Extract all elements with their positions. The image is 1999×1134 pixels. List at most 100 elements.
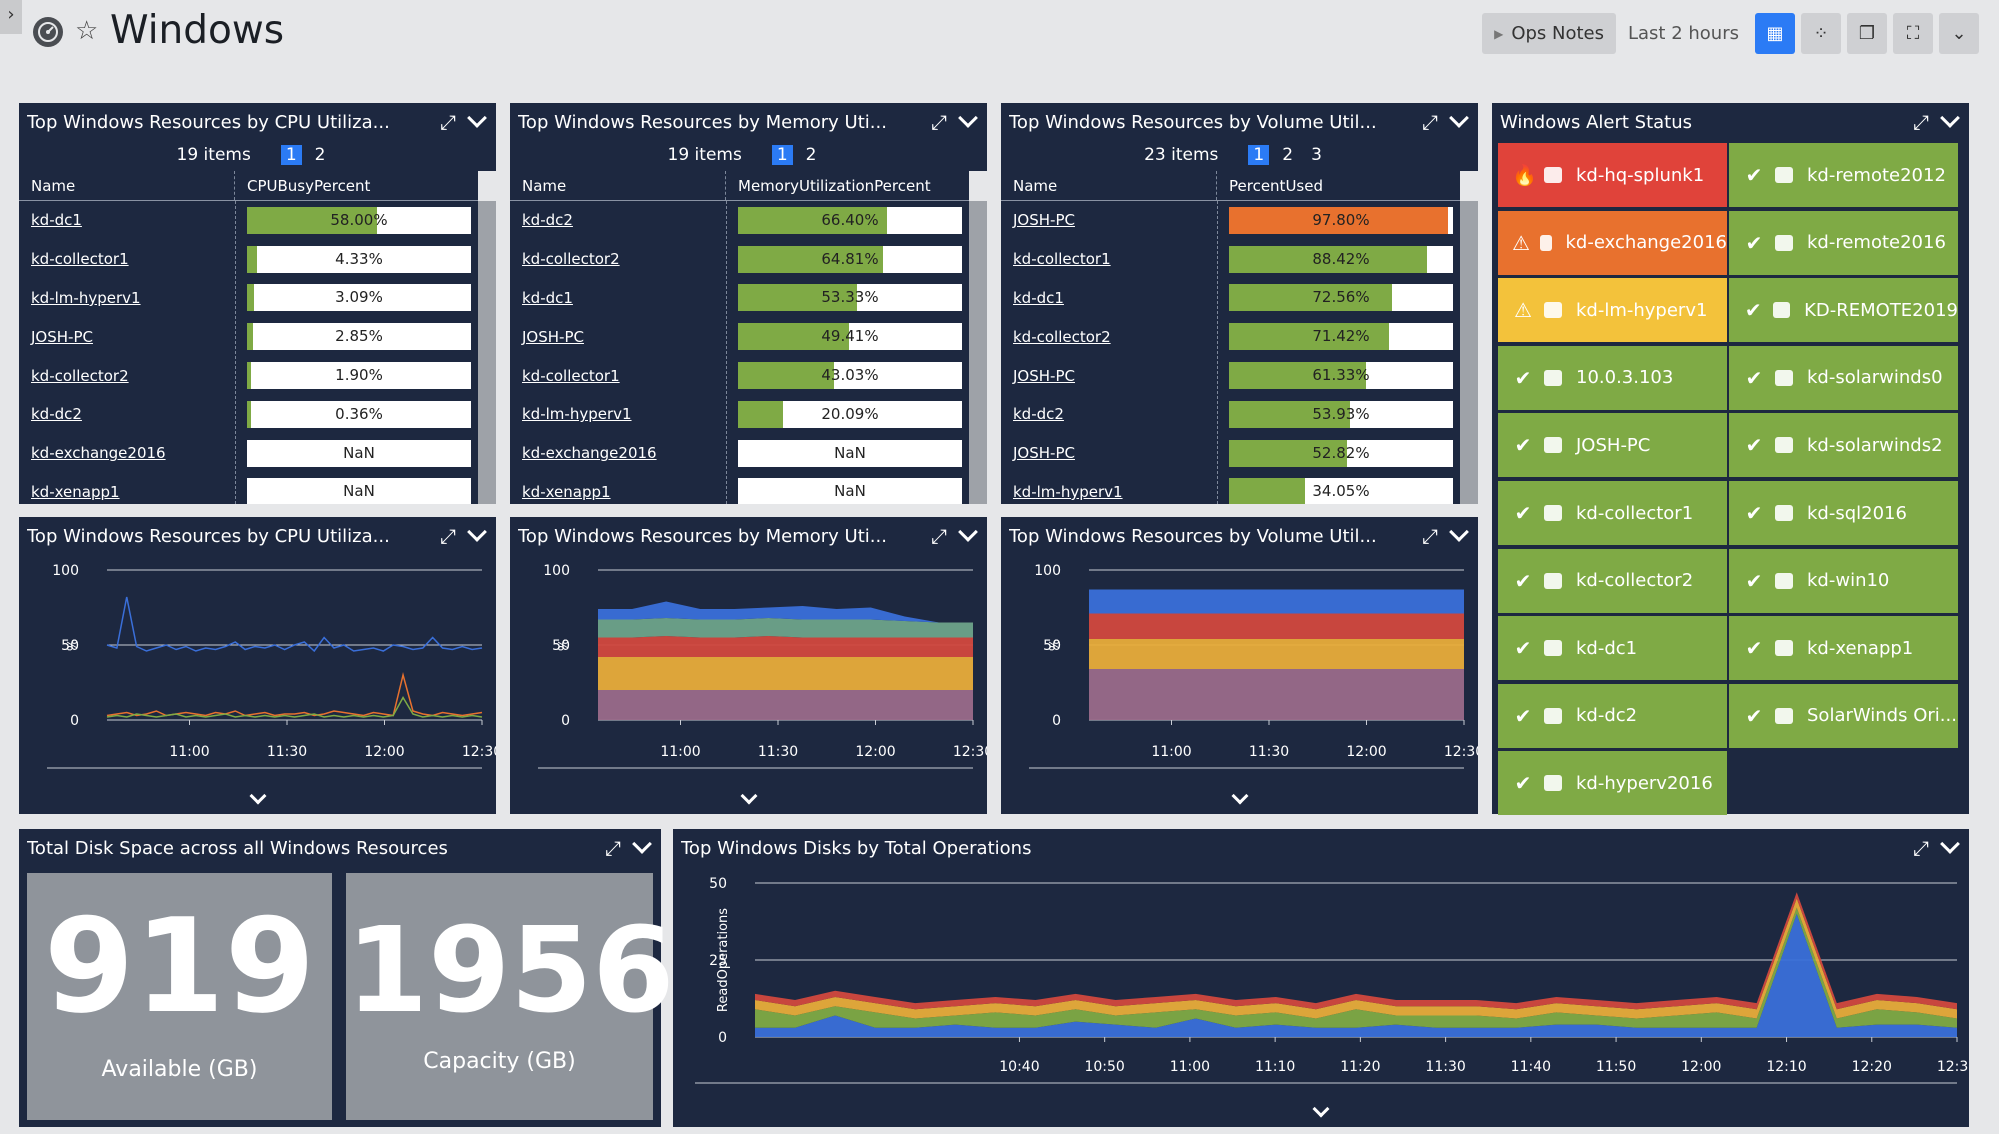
alert-tile[interactable]: ✔ SolarWinds Ori... [1729,683,1958,748]
alert-tile[interactable]: ✔ kd-collector2 [1498,548,1727,613]
alert-tile[interactable]: ✔ kd-sql2016 [1729,481,1958,545]
alert-tile[interactable]: ✔ kd-collector1 [1498,481,1727,545]
time-range-label[interactable]: Last 2 hours [1628,23,1739,44]
expand-icon[interactable]: ⤢ [931,524,947,548]
alert-tile[interactable]: ✔ kd-dc2 [1498,683,1727,748]
chevron-down-icon[interactable] [1940,108,1960,128]
chevron-down-icon[interactable] [467,108,487,128]
page-1[interactable]: 1 [1248,145,1270,165]
alert-tile[interactable]: ✔ kd-solarwinds0 [1729,345,1958,410]
chevron-down-icon[interactable] [958,108,978,128]
line-series-0[interactable] [106,596,483,653]
resource-link[interactable]: kd-dc1 [31,211,82,230]
clone-icon[interactable]: ❐ [1847,13,1887,54]
alert-tile[interactable]: ✔ 10.0.3.103 [1498,345,1727,410]
sidebar-toggle[interactable]: › [0,0,22,34]
resource-link[interactable]: JOSH-PC [1013,211,1075,230]
chevron-down-icon[interactable] [958,522,978,542]
scrollbar[interactable] [478,171,496,504]
alert-tile[interactable]: ✔ kd-dc1 [1498,616,1727,681]
page-1[interactable]: 1 [771,145,793,165]
memory-area-chart[interactable]: 100 50 0% 11:00 11:30 12:00 12:30 [510,555,987,780]
line-series-2[interactable] [106,695,483,718]
dots-menu-icon[interactable]: ⁘ [1801,13,1841,54]
calendar-icon[interactable]: ▦ [1755,13,1795,54]
expand-icon[interactable]: ⤢ [440,110,456,134]
chevron-down-icon[interactable] [1940,834,1960,854]
resource-link[interactable]: kd-dc2 [31,405,82,424]
column-header-name[interactable]: Name [19,171,235,200]
fullscreen-icon[interactable]: ⛶ [1893,13,1933,54]
favorite-star-icon[interactable]: ☆ [75,16,99,46]
resource-link[interactable]: kd-collector2 [31,366,129,385]
page-2[interactable]: 2 [805,145,817,165]
expand-legend-chevron[interactable] [1231,787,1248,805]
line-series-1[interactable] [106,672,483,717]
column-header-metric[interactable]: CPUBusyPercent [247,177,371,195]
ops-notes-button[interactable]: ▶ Ops Notes [1482,13,1616,54]
expand-icon[interactable]: ⤢ [1913,836,1929,860]
alert-tile[interactable]: ✔ kd-win10 [1729,548,1958,613]
chevron-down-icon[interactable] [1449,522,1469,542]
expand-icon[interactable]: ⤢ [440,524,456,548]
chevron-down-icon[interactable] [467,522,487,542]
expand-icon[interactable]: ⤢ [931,110,947,134]
page-2[interactable]: 2 [314,145,326,165]
area-series-2[interactable] [598,636,973,657]
volume-area-chart[interactable]: 100 50 0% 11:00 11:30 12:00 12:30 [1001,555,1478,780]
chevron-down-icon[interactable] [632,834,652,854]
alert-tile[interactable]: ✔ kd-solarwinds2 [1729,413,1958,478]
resource-link[interactable]: kd-lm-hyperv1 [522,405,632,424]
chevron-down-icon[interactable] [1449,108,1469,128]
resource-link[interactable]: kd-dc1 [1013,288,1064,307]
resource-link[interactable]: kd-dc1 [522,288,573,307]
resource-link[interactable]: kd-xenapp1 [522,482,611,501]
alert-tile[interactable]: ✔ kd-xenapp1 [1729,616,1958,681]
area-series-0[interactable] [1089,669,1464,720]
resource-link[interactable]: kd-collector1 [1013,250,1111,269]
resource-link[interactable]: kd-xenapp1 [31,482,120,501]
alert-tile[interactable]: ✔ kd-remote2016 [1729,210,1958,275]
expand-icon[interactable]: ⤢ [605,836,621,860]
area-series-2[interactable] [1089,613,1464,640]
alert-tile[interactable]: ✔ kd-hyperv2016 [1498,751,1727,816]
column-header-name[interactable]: Name [1001,171,1217,200]
resource-link[interactable]: kd-collector1 [31,250,129,269]
resource-link[interactable]: JOSH-PC [1013,366,1075,385]
alert-tile[interactable]: ⚠ kd-exchange2016 [1498,210,1727,275]
alert-tile[interactable]: ✔ kd-remote2012 [1729,143,1958,207]
resource-link[interactable]: kd-lm-hyperv1 [31,288,141,307]
alert-tile[interactable]: ⚠ kd-lm-hyperv1 [1498,278,1727,343]
area-series-3[interactable] [1089,589,1464,614]
alert-tile[interactable]: ✔ KD-REMOTE2019 [1729,278,1958,343]
expand-legend-chevron[interactable] [249,787,266,805]
area-series-3[interactable] [598,618,973,638]
area-series-1[interactable] [1089,639,1464,669]
disk-ops-area-chart[interactable]: 50 25 0 ReadOperations 10:40 10:50 11:00 11:10 1… [673,867,1969,1095]
column-header-metric[interactable]: PercentUsed [1229,177,1323,195]
resource-link[interactable]: kd-collector1 [522,366,620,385]
area-series-2[interactable] [755,898,1957,1019]
resource-link[interactable]: JOSH-PC [31,327,93,346]
resource-link[interactable]: JOSH-PC [522,327,584,346]
area-series-0[interactable] [598,690,973,720]
capacity-tile[interactable]: 1956 Capacity (GB) [346,873,674,1120]
resource-link[interactable]: JOSH-PC [1013,444,1075,463]
expand-legend-chevron[interactable] [740,787,757,805]
resource-link[interactable]: kd-collector2 [1013,327,1111,346]
scrollbar[interactable] [969,171,987,504]
alert-tile[interactable]: 🔥 kd-hq-splunk1 [1498,143,1727,207]
area-series-3[interactable] [755,892,1957,1010]
expand-icon[interactable]: ⤢ [1913,110,1929,134]
expand-legend-chevron[interactable] [1312,1100,1330,1118]
scrollbar[interactable] [1460,171,1478,504]
resource-link[interactable]: kd-exchange2016 [522,444,657,463]
expand-icon[interactable]: ⤢ [1422,524,1438,548]
alert-tile[interactable]: ✔ JOSH-PC [1498,413,1727,478]
available-space-tile[interactable]: 919 Available (GB) [27,873,332,1120]
resource-link[interactable]: kd-dc2 [1013,405,1064,424]
expand-icon[interactable]: ⤢ [1422,110,1438,134]
resource-link[interactable]: kd-exchange2016 [31,444,166,463]
resource-link[interactable]: kd-collector2 [522,250,620,269]
cpu-line-chart[interactable]: 100 50 0% 11:00 11:30 12:00 12:30 [19,555,496,780]
